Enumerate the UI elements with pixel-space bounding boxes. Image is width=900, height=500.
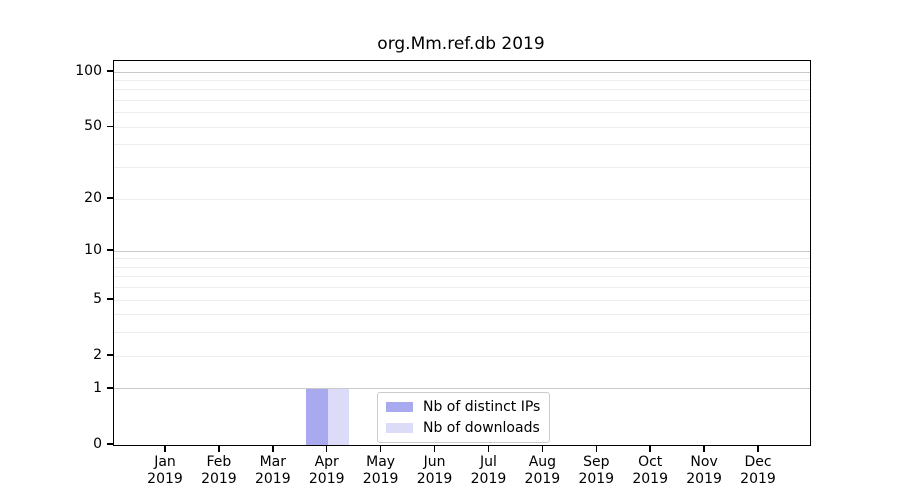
x-tick-label: Apr 2019 — [308, 454, 345, 487]
y-tick-mark — [107, 443, 113, 445]
legend-swatch-downloads — [386, 423, 413, 433]
plot-area: Nb of distinct IPs Nb of downloads — [113, 60, 811, 446]
y-tick-label: 100 — [75, 63, 102, 80]
x-tick-label: Jan 2019 — [147, 454, 183, 487]
gridline-minor — [114, 167, 810, 169]
gridline-minor — [114, 287, 810, 289]
x-tick-mark — [218, 445, 220, 452]
bar-nb-of-distinct-ips-apr-2019 — [306, 388, 328, 445]
x-tick-mark — [487, 445, 490, 452]
chart-title: org.Mm.ref.db 2019 — [377, 34, 545, 54]
legend-item-distinct-ips: Nb of distinct IPs — [386, 398, 540, 416]
x-tick-label: Dec 2019 — [740, 454, 776, 487]
x-tick-mark — [379, 445, 382, 452]
gridline-minor — [114, 112, 810, 114]
x-tick-label: Oct 2019 — [632, 454, 668, 487]
x-tick-label: May 2019 — [362, 454, 399, 487]
x-tick-label: Jul 2019 — [470, 454, 507, 487]
legend-label-downloads: Nb of downloads — [423, 420, 540, 436]
x-tick-mark — [433, 445, 436, 452]
y-tick-label: 1 — [93, 379, 102, 396]
y-tick-mark — [107, 197, 113, 199]
x-tick-mark — [541, 445, 544, 452]
legend-item-downloads: Nb of downloads — [386, 419, 540, 437]
x-tick-mark — [703, 445, 705, 452]
y-tick-mark — [107, 298, 113, 300]
x-tick-label: Mar 2019 — [254, 454, 291, 487]
x-tick-mark — [272, 445, 274, 452]
x-tick-label: Feb 2019 — [201, 454, 237, 487]
legend-label-distinct-ips: Nb of distinct IPs — [423, 399, 541, 415]
y-tick-mark — [107, 387, 113, 389]
y-tick-mark — [107, 70, 113, 72]
legend: Nb of distinct IPs Nb of downloads — [377, 392, 551, 443]
y-tick-label: 10 — [84, 242, 102, 259]
legend-swatch-distinct-ips — [386, 402, 413, 412]
y-tick-label: 20 — [84, 190, 102, 206]
y-tick-label: 0 — [93, 436, 102, 452]
gridline-minor — [114, 89, 810, 91]
gridline-minor — [114, 299, 810, 301]
gridline-minor — [114, 100, 810, 102]
gridline-minor — [114, 355, 810, 357]
gridline-minor — [114, 332, 810, 334]
y-tick-mark — [107, 249, 113, 251]
x-tick-label: Jun 2019 — [416, 454, 453, 487]
gridline-major — [114, 250, 810, 252]
gridline-minor — [114, 126, 810, 128]
x-tick-mark — [649, 445, 651, 452]
gridline-major — [114, 71, 810, 73]
x-tick-mark — [757, 445, 759, 452]
x-tick-label: Sep 2019 — [578, 454, 615, 487]
x-tick-mark — [164, 445, 166, 452]
y-tick-mark — [107, 354, 113, 356]
gridline-minor — [114, 314, 810, 316]
y-tick-mark — [107, 125, 113, 128]
x-tick-label: Aug 2019 — [524, 454, 561, 487]
gridline-minor — [114, 276, 810, 278]
gridline-minor — [114, 266, 810, 268]
y-tick-label: 2 — [93, 347, 102, 364]
x-tick-label: Nov 2019 — [686, 454, 722, 487]
gridline-major — [114, 388, 810, 390]
x-tick-mark — [595, 445, 598, 452]
y-tick-label: 50 — [84, 118, 102, 135]
gridline-minor — [114, 80, 810, 82]
x-tick-mark — [325, 445, 328, 452]
gridline-minor — [114, 144, 810, 146]
y-tick-label: 5 — [93, 291, 102, 308]
gridline-minor — [114, 258, 810, 260]
bar-nb-of-downloads-apr-2019 — [327, 388, 350, 445]
gridline-minor — [114, 198, 810, 200]
